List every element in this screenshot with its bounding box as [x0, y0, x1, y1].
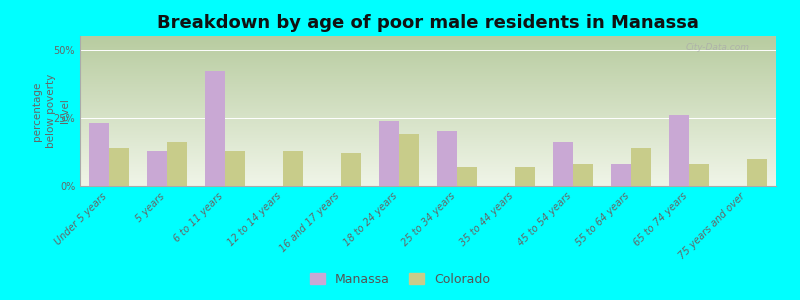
Bar: [341, 153, 362, 186]
Bar: [669, 115, 689, 186]
Y-axis label: percentage
below poverty
level: percentage below poverty level: [32, 74, 70, 148]
Bar: [225, 151, 246, 186]
Bar: [109, 148, 130, 186]
Bar: [553, 142, 573, 186]
Bar: [399, 134, 419, 186]
Bar: [610, 164, 631, 186]
Text: City-Data.com: City-Data.com: [686, 44, 750, 52]
Bar: [747, 159, 767, 186]
Title: Breakdown by age of poor male residents in Manassa: Breakdown by age of poor male residents …: [157, 14, 699, 32]
Bar: [167, 142, 187, 186]
Bar: [457, 167, 478, 186]
Bar: [146, 151, 167, 186]
Bar: [689, 164, 710, 186]
Bar: [378, 121, 399, 186]
Legend: Manassa, Colorado: Manassa, Colorado: [305, 268, 495, 291]
Bar: [283, 151, 303, 186]
Bar: [573, 164, 594, 186]
Bar: [515, 167, 535, 186]
Bar: [437, 131, 457, 186]
Bar: [631, 148, 651, 186]
Bar: [205, 71, 225, 186]
Bar: [89, 123, 109, 186]
